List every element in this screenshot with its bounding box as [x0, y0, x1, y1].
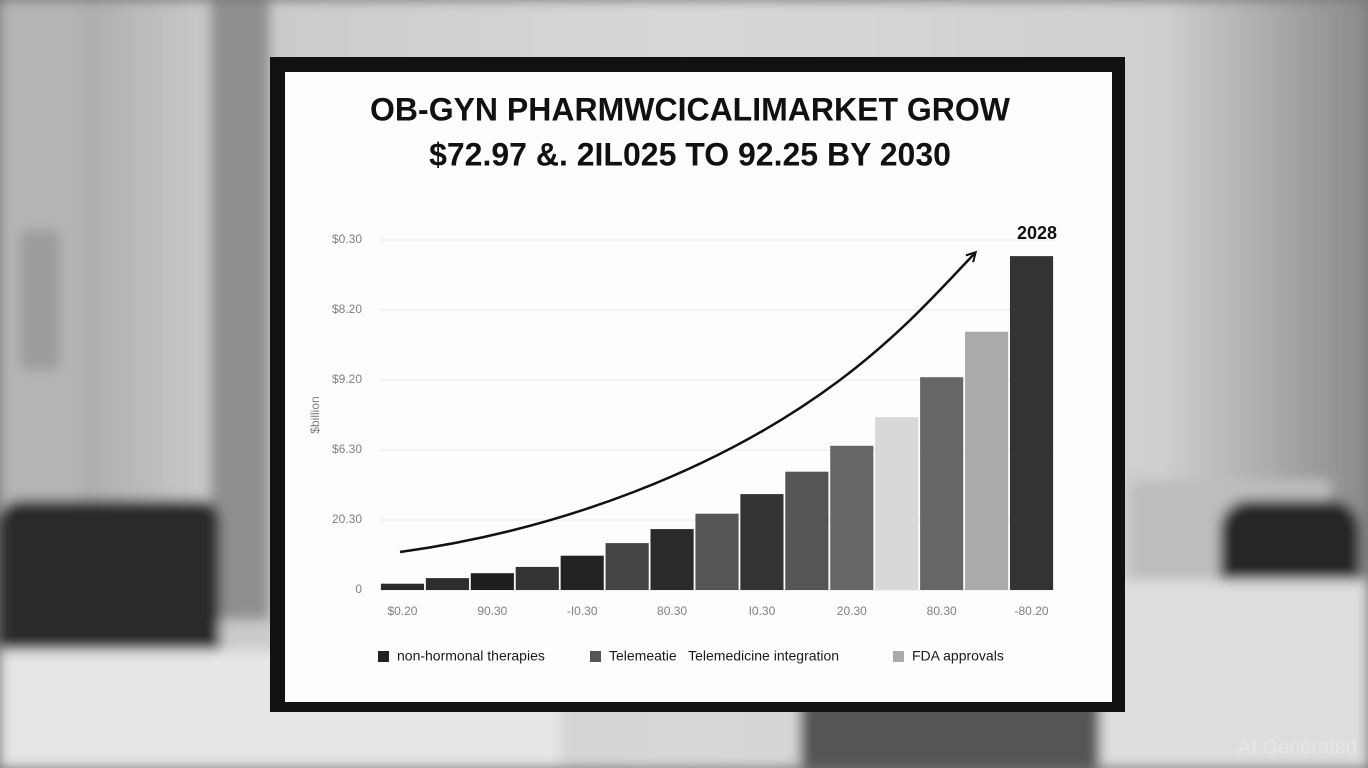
- legend-label: FDA approvals: [912, 648, 1004, 664]
- y-tick-label: $6.30: [332, 442, 362, 456]
- y-tick-label: $0.30: [332, 232, 362, 246]
- y-tick-label: $9.20: [332, 372, 362, 386]
- x-tick-label: 90.30: [477, 604, 507, 618]
- x-tick-label: 80.30: [927, 604, 957, 618]
- x-tick-label: -I0.30: [567, 604, 598, 618]
- y-axis-label: $billion: [308, 396, 322, 433]
- x-tick-label: I0.30: [749, 604, 776, 618]
- bar: [830, 445, 874, 590]
- legend-label: Telemeatie Telemedicine integration: [609, 648, 839, 664]
- y-tick-label: 0: [355, 582, 362, 596]
- chart-title: OB-GYN PHARMWCICALIMARKET GROW: [370, 91, 1011, 127]
- x-tick-label: 80.30: [657, 604, 687, 618]
- trend-arrow: [399, 253, 975, 554]
- y-tick-label: 20.30: [332, 512, 362, 526]
- y-tick-label: $8.20: [332, 302, 362, 316]
- bar: [740, 494, 784, 590]
- bar: [470, 573, 514, 590]
- bar: [605, 543, 649, 590]
- legend-swatch: [378, 651, 389, 662]
- bar: [965, 331, 1009, 590]
- x-tick-label: $0.20: [387, 604, 417, 618]
- bar: [1009, 256, 1054, 590]
- chart-subtitle: $72.97 &. 2IL025 TO 92.25 BY 2030: [429, 136, 951, 172]
- legend-swatch: [590, 651, 601, 662]
- bar: [560, 555, 604, 590]
- legend-label: non-hormonal therapies: [397, 648, 545, 664]
- bar: [515, 566, 559, 590]
- x-tick-label: -80.20: [1015, 604, 1049, 618]
- bar: [920, 377, 964, 590]
- bar: [875, 417, 919, 590]
- x-tick-label: 20.30: [837, 604, 867, 618]
- watermark: AI Generated: [1238, 736, 1357, 758]
- bar: [380, 583, 425, 590]
- annotation: 2028: [1017, 223, 1057, 243]
- bar: [650, 529, 694, 590]
- bar: [425, 578, 469, 590]
- bar: [695, 513, 739, 590]
- bar: [785, 471, 829, 590]
- legend-swatch: [893, 651, 904, 662]
